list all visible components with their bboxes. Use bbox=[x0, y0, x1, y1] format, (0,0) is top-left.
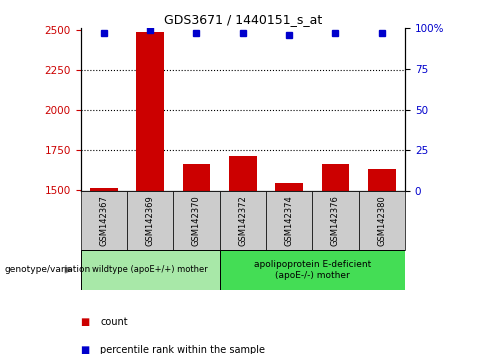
Text: apolipoprotein E-deficient
(apoE-/-) mother: apolipoprotein E-deficient (apoE-/-) mot… bbox=[254, 260, 371, 280]
FancyBboxPatch shape bbox=[220, 191, 266, 250]
Text: percentile rank within the sample: percentile rank within the sample bbox=[100, 346, 265, 354]
Bar bbox=[229, 156, 257, 191]
FancyBboxPatch shape bbox=[81, 250, 220, 290]
FancyBboxPatch shape bbox=[81, 191, 127, 250]
Text: ■: ■ bbox=[81, 346, 90, 354]
Bar bbox=[275, 183, 303, 191]
Text: GSM142380: GSM142380 bbox=[377, 195, 386, 246]
Text: GSM142369: GSM142369 bbox=[145, 195, 155, 246]
Text: count: count bbox=[100, 317, 128, 327]
Bar bbox=[322, 164, 349, 191]
Bar bbox=[90, 188, 118, 191]
Text: GSM142374: GSM142374 bbox=[285, 195, 294, 246]
Title: GDS3671 / 1440151_s_at: GDS3671 / 1440151_s_at bbox=[163, 13, 322, 26]
Text: GSM142372: GSM142372 bbox=[238, 195, 247, 246]
Text: wildtype (apoE+/+) mother: wildtype (apoE+/+) mother bbox=[92, 266, 208, 274]
Text: GSM142376: GSM142376 bbox=[331, 195, 340, 246]
FancyBboxPatch shape bbox=[359, 191, 405, 250]
Text: ■: ■ bbox=[81, 317, 90, 327]
Bar bbox=[368, 169, 396, 191]
FancyBboxPatch shape bbox=[127, 191, 173, 250]
Bar bbox=[136, 32, 164, 191]
FancyBboxPatch shape bbox=[312, 191, 359, 250]
FancyBboxPatch shape bbox=[173, 191, 220, 250]
FancyBboxPatch shape bbox=[220, 250, 405, 290]
Bar bbox=[183, 164, 210, 191]
FancyBboxPatch shape bbox=[266, 191, 312, 250]
Text: genotype/variation: genotype/variation bbox=[5, 266, 91, 274]
Text: GSM142370: GSM142370 bbox=[192, 195, 201, 246]
Text: GSM142367: GSM142367 bbox=[99, 195, 108, 246]
